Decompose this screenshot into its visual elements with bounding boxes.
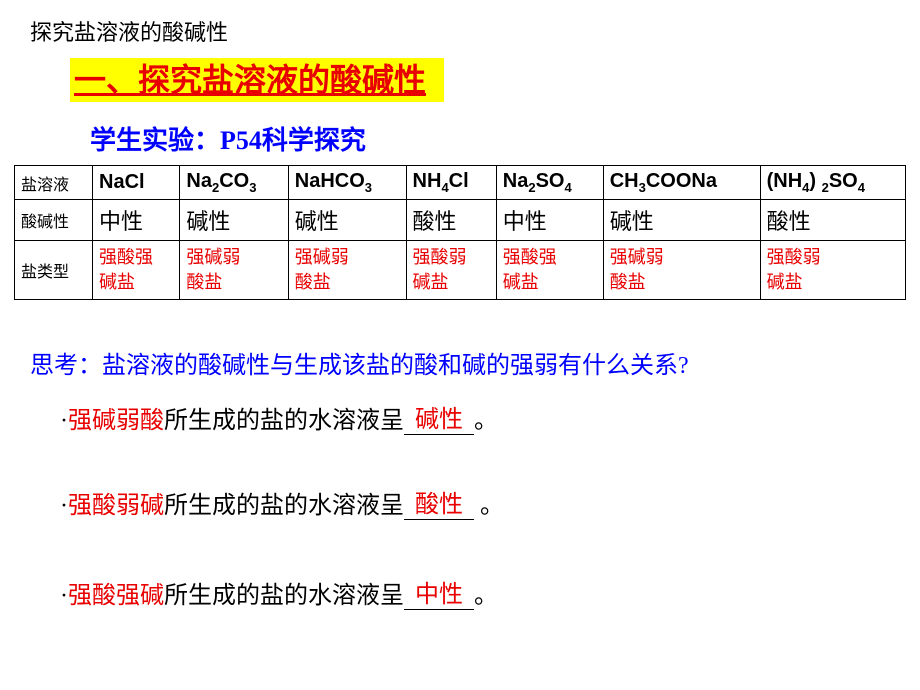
fill-blank: 酸性 [404,519,474,520]
experiment-ref: P54科学探究 [220,126,366,155]
bullet-tail: 所生成的盐的水溶液呈 [164,583,404,609]
property-cell: 中性 [93,200,180,241]
experiment-line: 学生实验：P54科学探究 [90,120,366,157]
bullet-tail: 所生成的盐的水溶液呈 [164,408,404,434]
bullet-line-2: ·强酸弱碱所生成的盐的水溶液呈酸性 。 [60,485,504,520]
property-cell: 酸性 [406,200,496,241]
row-header-type: 盐类型 [15,241,93,300]
formula-cell: CH3COONa [603,166,760,200]
section-heading: 一、探究盐溶液的酸碱性 [70,55,444,101]
answer-text: 碱性 [404,399,474,434]
bullet-category: 强酸弱碱 [68,493,164,519]
formula-cell: (NH4) 2SO4 [760,166,905,200]
formula-cell: NaHCO3 [288,166,406,200]
bullet-line-1: ·强碱弱酸所生成的盐的水溶液呈碱性。 [60,400,498,435]
property-cell: 碱性 [288,200,406,241]
page-title: 探究盐溶液的酸碱性 [30,15,228,47]
section-heading-text: 探究盐溶液的酸碱性 [138,62,426,98]
question-text: 思考：盐溶液的酸碱性与生成该盐的酸和碱的强弱有什么关系? [30,345,689,380]
type-cell: 强酸弱碱盐 [760,241,905,300]
section-heading-prefix: 一、 [74,62,138,98]
bullet-suffix: 。 [474,583,498,609]
property-cell: 碱性 [603,200,760,241]
table-row: 盐类型 强酸强碱盐 强碱弱酸盐 强碱弱酸盐 强酸弱碱盐 强酸强碱盐 强碱弱酸盐 … [15,241,906,300]
experiment-label: 学生实验： [90,126,220,155]
type-cell: 强碱弱酸盐 [603,241,760,300]
property-cell: 碱性 [180,200,288,241]
table-row: 酸碱性 中性 碱性 碱性 酸性 中性 碱性 酸性 [15,200,906,241]
table-row: 盐溶液 NaCl Na2CO3 NaHCO3 NH4Cl Na2SO4 CH3C… [15,166,906,200]
row-header-solution: 盐溶液 [15,166,93,200]
bullet-line-3: ·强酸强碱所生成的盐的水溶液呈中性。 [60,575,498,610]
type-cell: 强碱弱酸盐 [180,241,288,300]
type-cell: 强酸强碱盐 [93,241,180,300]
type-cell: 强酸弱碱盐 [406,241,496,300]
fill-blank: 碱性 [404,434,474,435]
answer-text: 中性 [404,574,474,609]
property-cell: 中性 [496,200,603,241]
formula-cell: NH4Cl [406,166,496,200]
bullet-suffix: 。 [480,493,504,519]
type-cell: 强碱弱酸盐 [288,241,406,300]
formula-cell: NaCl [93,166,180,200]
row-header-property: 酸碱性 [15,200,93,241]
bullet-category: 强酸强碱 [68,583,164,609]
bullet-tail: 所生成的盐的水溶液呈 [164,493,404,519]
bullet-category: 强碱弱酸 [68,408,164,434]
formula-cell: Na2CO3 [180,166,288,200]
fill-blank: 中性 [404,609,474,610]
answer-text: 酸性 [404,484,474,519]
formula-cell: Na2SO4 [496,166,603,200]
bullet-suffix: 。 [474,408,498,434]
property-cell: 酸性 [760,200,905,241]
type-cell: 强酸强碱盐 [496,241,603,300]
salt-solution-table: 盐溶液 NaCl Na2CO3 NaHCO3 NH4Cl Na2SO4 CH3C… [14,165,906,300]
